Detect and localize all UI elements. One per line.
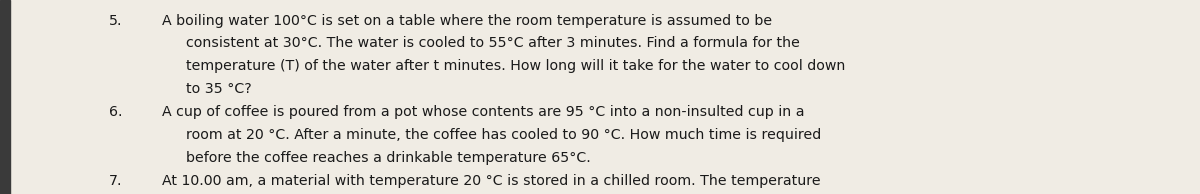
Text: A cup of coffee is poured from a pot whose contents are 95 °C into a non-insulte: A cup of coffee is poured from a pot who… xyxy=(162,105,804,119)
Text: 6.: 6. xyxy=(109,105,122,119)
Text: before the coffee reaches a drinkable temperature 65°C.: before the coffee reaches a drinkable te… xyxy=(186,151,590,165)
Text: to 35 °C?: to 35 °C? xyxy=(186,82,252,96)
Bar xyxy=(0,0,10,194)
Text: At 10.00 am, a material with temperature 20 °C is stored in a chilled room. The : At 10.00 am, a material with temperature… xyxy=(162,174,821,188)
Text: A boiling water 100°C is set on a table where the room temperature is assumed to: A boiling water 100°C is set on a table … xyxy=(162,14,772,28)
Text: room at 20 °C. After a minute, the coffee has cooled to 90 °C. How much time is : room at 20 °C. After a minute, the coffe… xyxy=(186,128,821,142)
Text: 5.: 5. xyxy=(109,14,122,28)
Text: consistent at 30°C. The water is cooled to 55°C after 3 minutes. Find a formula : consistent at 30°C. The water is cooled … xyxy=(186,36,800,50)
Text: 7.: 7. xyxy=(109,174,122,188)
Text: temperature (T) of the water after t minutes. How long will it take for the wate: temperature (T) of the water after t min… xyxy=(186,59,845,73)
